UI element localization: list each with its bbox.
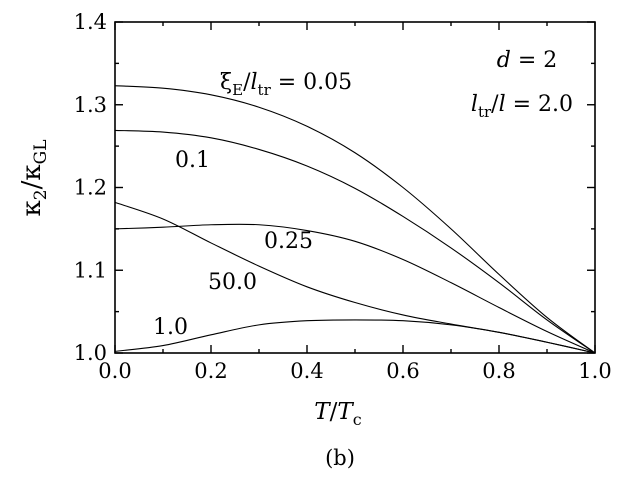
- series-curve-1.0: [114, 319, 596, 354]
- axis-ticks: [114, 21, 596, 354]
- x-tick-label: 0.2: [194, 359, 227, 383]
- axis-tick-labels: 0.0 0.2 0.4 0.6 0.8 1.0 1.0 1.1 1.2 1.3 1.4: [74, 10, 612, 383]
- x-tick-label: 0.0: [98, 359, 131, 383]
- curve-label-1.0: 1.0: [153, 315, 188, 340]
- series-curve-0.1: [114, 129, 596, 354]
- curve-label-0.1: 0.1: [175, 148, 210, 173]
- y-tick-label: 1.1: [74, 258, 107, 282]
- y-axis-label: κ2/κGL: [17, 140, 51, 217]
- curve-label-50.0: 50.0: [208, 270, 257, 295]
- annotation-d: d = 2: [497, 48, 558, 73]
- y-tick-label: 1.0: [74, 341, 107, 365]
- y-tick-label: 1.3: [74, 93, 107, 117]
- x-tick-label: 0.4: [290, 359, 323, 383]
- series-curve-0.25: [114, 223, 596, 354]
- annotation-ltr-ratio: ltr/l = 2.0: [471, 92, 573, 121]
- y-tick-label: 1.2: [74, 176, 107, 200]
- y-tick-label: 1.4: [74, 10, 107, 34]
- panel-label: (b): [325, 446, 355, 470]
- curve-label-0.05: ξE/ltr = 0.05: [220, 70, 352, 99]
- x-tick-label: 0.6: [386, 359, 419, 383]
- series-curve-0.05: [114, 85, 596, 354]
- x-axis-label: T/Tc: [314, 399, 361, 429]
- curve-label-0.25: 0.25: [264, 229, 313, 254]
- x-tick-label: 0.8: [482, 359, 515, 383]
- x-tick-label: 1.0: [578, 359, 611, 383]
- series-curves: [114, 85, 596, 354]
